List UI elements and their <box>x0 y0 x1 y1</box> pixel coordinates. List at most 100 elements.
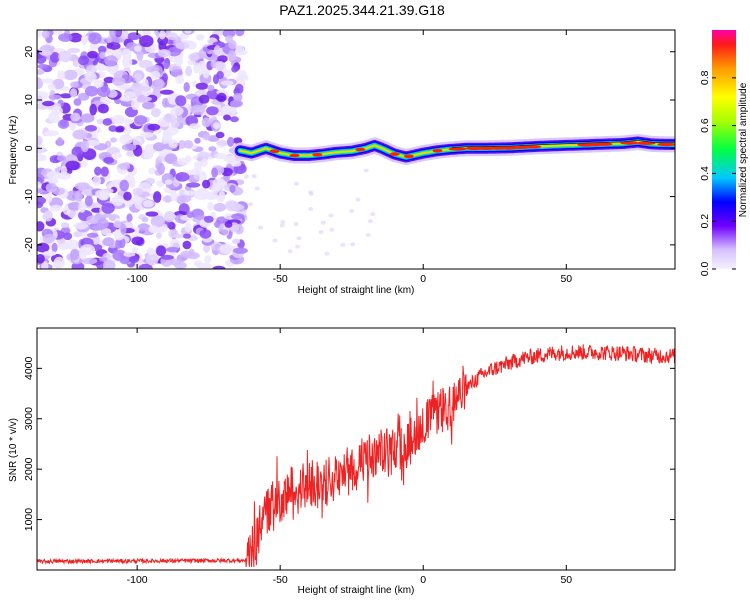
noise-blob <box>74 190 83 202</box>
noise-blob <box>89 103 97 116</box>
noise-blob <box>131 98 140 111</box>
noise-blob <box>97 218 109 229</box>
noise-blob <box>123 122 132 135</box>
noise-blob <box>308 190 314 195</box>
noise-blob <box>70 81 79 88</box>
noise-blob <box>155 245 167 257</box>
noise-blob <box>185 40 197 50</box>
noise-blob <box>232 45 245 56</box>
colorbar-label: Normalized spectral amplitude <box>738 82 749 217</box>
x-tick-label: 0 <box>420 574 426 586</box>
noise-blob <box>102 237 115 247</box>
noise-blob <box>60 222 70 229</box>
colorbar-tick-label: 0.6 <box>699 118 711 133</box>
noise-blob <box>84 85 99 97</box>
signal-peak <box>389 152 400 156</box>
noise-blob <box>101 228 112 236</box>
y-tick-label: 4000 <box>23 356 35 380</box>
noise-blob <box>169 93 178 100</box>
noise-blob <box>99 51 106 59</box>
noise-blob <box>168 229 179 239</box>
noise-blob <box>229 184 236 193</box>
noise-blob <box>47 83 56 91</box>
noise-blob <box>134 115 148 125</box>
noise-blob <box>183 190 197 196</box>
noise-blob <box>308 207 314 211</box>
noise-blob <box>241 209 247 214</box>
noise-blob <box>222 30 236 38</box>
noise-blob <box>58 33 73 42</box>
noise-blob <box>213 152 228 160</box>
noise-blob <box>146 247 156 255</box>
noise-blob <box>51 242 58 253</box>
noise-blob <box>50 52 60 63</box>
noise-blob <box>202 179 211 189</box>
noise-blob <box>94 166 102 176</box>
noise-blob <box>175 41 190 50</box>
noise-blob <box>39 50 53 56</box>
noise-blob <box>37 30 43 38</box>
noise-blob <box>183 82 190 93</box>
noise-blob <box>251 174 257 179</box>
noise-blob <box>72 59 80 68</box>
noise-blob <box>142 150 154 159</box>
noise-blob <box>227 136 235 147</box>
noise-blob <box>65 160 80 171</box>
noise-blob <box>97 45 107 54</box>
noise-blob <box>111 195 124 207</box>
signal-centerline <box>451 139 675 148</box>
noise-blob <box>216 70 224 80</box>
noise-blob <box>112 76 126 86</box>
noise-blob <box>194 160 203 168</box>
noise-blob <box>44 130 59 137</box>
noise-blob <box>99 96 108 104</box>
noise-blob <box>145 211 159 217</box>
signal-peak <box>355 147 366 152</box>
noise-blob <box>279 223 285 228</box>
snr-panel: -100 -50 0 50 1000 2000 3000 4000 Height of st… <box>8 327 676 596</box>
noise-blob <box>102 118 113 126</box>
noise-blob <box>86 215 101 225</box>
x-tick-label: 50 <box>560 273 572 285</box>
noise-blob <box>56 172 72 180</box>
noise-blob <box>223 114 231 121</box>
noise-blob <box>137 223 151 232</box>
noise-blob <box>86 64 97 75</box>
colorbar-tick-label: 0.4 <box>699 166 711 181</box>
noise-blob <box>119 179 129 192</box>
noise-blob <box>45 193 53 203</box>
noise-blob <box>53 30 63 36</box>
noise-blob <box>231 65 239 73</box>
noise-blob <box>206 106 219 116</box>
noise-blob <box>126 213 133 222</box>
noise-blob <box>67 47 81 54</box>
noise-blob <box>232 247 248 254</box>
noise-blob <box>80 113 95 123</box>
noise-blob <box>220 80 234 86</box>
noise-blob <box>70 88 78 98</box>
noise-blob <box>184 155 192 163</box>
noise-blob <box>118 162 131 170</box>
noise-blob <box>119 134 133 145</box>
signal-peak <box>403 154 414 159</box>
noise-blob <box>224 221 233 228</box>
y-tick-label: 20 <box>23 46 35 58</box>
noise-blob <box>67 201 82 211</box>
colorbar-gradient <box>712 30 736 269</box>
noise-blob <box>37 147 48 153</box>
noise-blob <box>324 251 330 256</box>
noise-blob <box>188 53 200 62</box>
noise-blob <box>103 157 115 164</box>
noise-blob <box>254 186 260 191</box>
noise-blob <box>87 50 99 59</box>
noise-blob <box>203 215 214 223</box>
noise-blob <box>198 94 210 104</box>
noise-blob <box>120 223 127 235</box>
noise-blob <box>48 94 62 100</box>
noise-blob <box>123 251 136 257</box>
noise-blob <box>189 123 201 130</box>
colorbar: 0.0 0.2 0.4 0.6 0.8 Normalized spectral ampl… <box>699 30 749 276</box>
noise-blob <box>73 222 89 230</box>
